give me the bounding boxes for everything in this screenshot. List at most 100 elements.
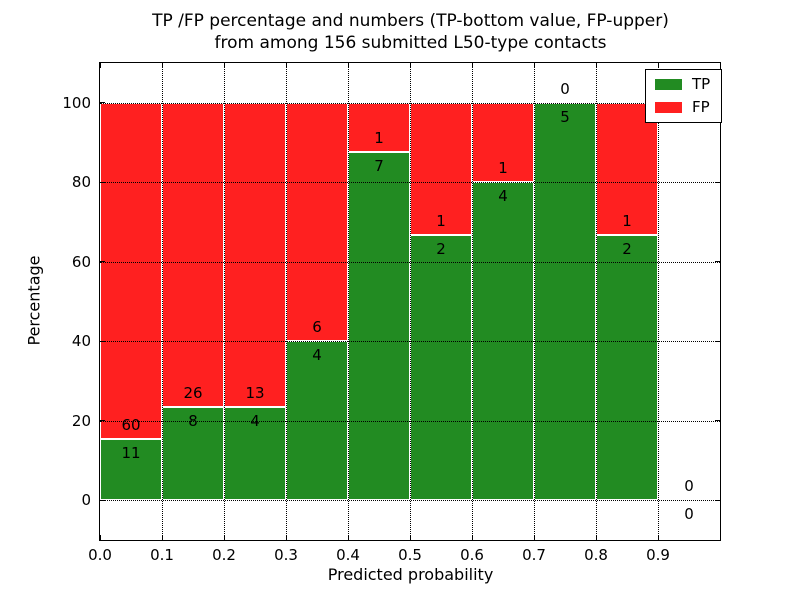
tp-count-label: 4: [312, 346, 322, 365]
y-tick-label: 0: [81, 491, 91, 510]
x-tick-label: 0.2: [212, 546, 236, 564]
x-tick-mark-top: [657, 63, 659, 68]
x-tick-mark-bottom: [347, 535, 349, 540]
fp-bar-segment: [410, 102, 472, 236]
fp-count-label: 1: [498, 159, 508, 178]
y-tick-mark-left: [100, 261, 105, 263]
x-tick-label: 0.8: [584, 546, 608, 564]
x-tick-mark-top: [161, 63, 163, 68]
y-tick-label: 60: [71, 252, 91, 271]
tp-legend-swatch: [655, 79, 682, 90]
x-tick-mark-bottom: [285, 535, 287, 540]
x-tick-mark-top: [99, 63, 101, 68]
fp-count-label: 1: [436, 212, 446, 231]
tp-count-label: 0: [684, 505, 694, 524]
fp-count-label: 0: [560, 79, 570, 98]
x-tick-label: 0.6: [460, 546, 484, 564]
fp-count-label: 26: [183, 383, 203, 402]
y-tick-label: 20: [71, 411, 91, 430]
x-gridline: [348, 63, 349, 540]
tp-bar-segment: [534, 102, 596, 501]
tp-count-label: 4: [498, 187, 508, 206]
x-tick-mark-top: [285, 63, 287, 68]
x-tick-mark-bottom: [657, 535, 659, 540]
tp-bar-segment: [100, 438, 162, 501]
chart-title: TP /FP percentage and numbers (TP-bottom…: [99, 10, 722, 54]
tp-count-label: 4: [250, 411, 260, 430]
x-tick-label: 0.7: [522, 546, 546, 564]
x-tick-mark-top: [533, 63, 535, 68]
y-axis-title-wrap: Percentage: [22, 62, 46, 539]
tp-count-label: 2: [436, 240, 446, 259]
fp-count-label: 6: [312, 318, 322, 337]
tp-bar-segment: [162, 406, 224, 501]
fp-bar-segment: [100, 102, 162, 439]
x-tick-mark-bottom: [223, 535, 225, 540]
x-tick-mark-top: [471, 63, 473, 68]
x-gridline: [162, 63, 163, 540]
plot-area: TP FP 60 11 26 8 13 4 6 4 1 7 1 2 1 4 0 5 1 2 0 0 0 20 40 60 80 1…: [62, 62, 723, 564]
x-tick-mark-bottom: [99, 535, 101, 540]
y-tick-mark-left: [100, 102, 105, 104]
y-axis-title: Percentage: [24, 255, 44, 346]
x-tick-label: 0.0: [88, 546, 112, 564]
x-gridline: [472, 63, 473, 540]
y-tick-mark-right: [715, 340, 720, 342]
y-tick-mark-left: [100, 181, 105, 183]
x-tick-label: 0.3: [274, 546, 298, 564]
y-tick-mark-left: [100, 420, 105, 422]
x-tick-mark-bottom: [595, 535, 597, 540]
y-tick-mark-right: [715, 261, 720, 263]
x-tick-mark-bottom: [161, 535, 163, 540]
x-gridline: [596, 63, 597, 540]
tp-count-label: 11: [121, 443, 141, 462]
x-tick-label: 0.9: [646, 546, 670, 564]
x-gridline: [286, 63, 287, 540]
x-tick-mark-bottom: [409, 535, 411, 540]
x-gridline: [658, 63, 659, 540]
fp-bar-segment: [224, 102, 286, 407]
legend-item-tp: TP: [655, 77, 710, 92]
x-tick-label: 0.5: [398, 546, 422, 564]
x-gridline: [410, 63, 411, 540]
x-tick-mark-bottom: [471, 535, 473, 540]
y-tick-mark-right: [715, 181, 720, 183]
tp-count-label: 8: [188, 411, 198, 430]
tp-count-label: 5: [560, 107, 570, 126]
tp-legend-label: TP: [692, 75, 711, 93]
chart-title-line1: TP /FP percentage and numbers (TP-bottom…: [152, 11, 669, 31]
x-tick-mark-top: [595, 63, 597, 68]
x-tick-mark-top: [347, 63, 349, 68]
tp-bar-segment: [410, 235, 472, 501]
x-gridline: [534, 63, 535, 540]
tp-bar-segment: [596, 235, 658, 501]
x-tick-label: 0.1: [150, 546, 174, 564]
fp-count-label: 0: [684, 477, 694, 496]
fp-legend-swatch: [655, 102, 682, 113]
tp-count-label: 7: [374, 157, 384, 176]
y-tick-label: 100: [62, 93, 91, 112]
x-tick-mark-top: [409, 63, 411, 68]
x-tick-mark-bottom: [533, 535, 535, 540]
chart-title-line2: from among 156 submitted L50-type contac…: [214, 33, 607, 53]
tp-bar-segment: [348, 152, 410, 501]
fp-bar-segment: [286, 102, 348, 342]
y-tick-mark-left: [100, 340, 105, 342]
fp-legend-label: FP: [692, 98, 710, 116]
fp-count-label: 60: [121, 415, 141, 434]
x-tick-label: 0.4: [336, 546, 360, 564]
legend-item-fp: FP: [655, 100, 710, 115]
y-tick-label: 40: [71, 332, 91, 351]
tp-count-label: 2: [622, 240, 632, 259]
fp-count-label: 13: [245, 383, 265, 402]
x-gridline: [224, 63, 225, 540]
x-axis-title: Predicted probability: [327, 565, 494, 584]
y-tick-mark-right: [715, 420, 720, 422]
fp-count-label: 1: [622, 212, 632, 231]
y-tick-mark-right: [715, 499, 720, 501]
fp-bar-segment: [162, 102, 224, 407]
x-tick-mark-top: [223, 63, 225, 68]
fp-count-label: 1: [374, 129, 384, 148]
y-tick-label: 80: [71, 173, 91, 192]
